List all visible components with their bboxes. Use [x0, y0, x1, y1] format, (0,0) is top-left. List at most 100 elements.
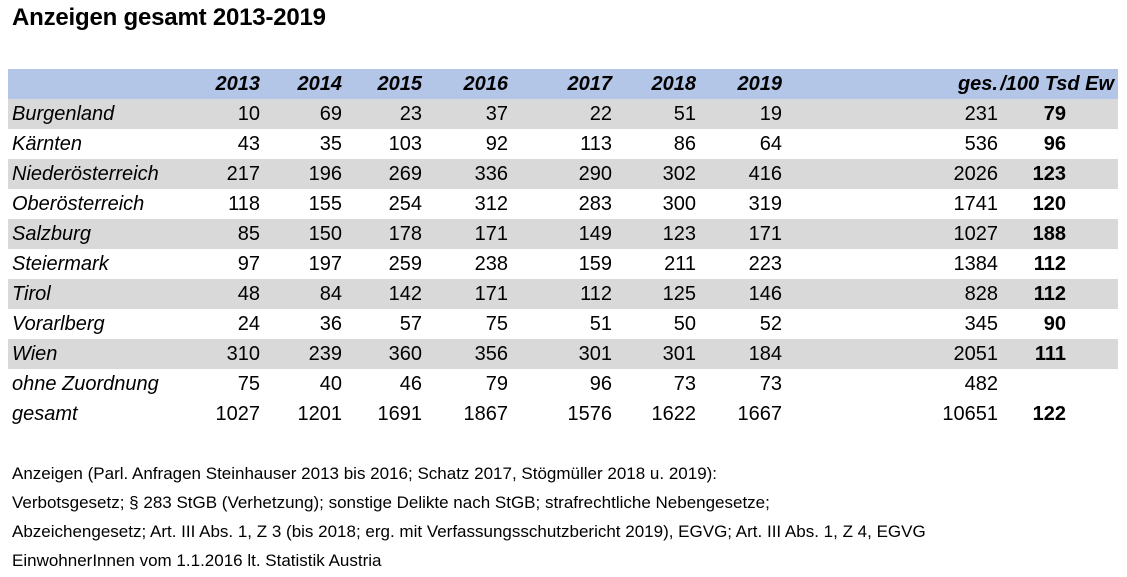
table-row: Kärnten 43 35 103 92 113 86 64 536 96 — [8, 129, 1118, 159]
column-header: 2017 — [508, 69, 612, 99]
year-value-cell: 159 — [578, 253, 612, 275]
region-cell: Salzburg — [8, 219, 180, 249]
total-cell: 1027 — [918, 219, 998, 249]
spacer-cell — [782, 339, 918, 369]
total-cell: 1741 — [953, 193, 999, 215]
table-row: Burgenland 10 69 23 37 22 51 19 231 79 — [8, 99, 1118, 129]
year-value-cell: 290 — [508, 159, 612, 189]
year-value-cell: 97 — [237, 253, 260, 275]
year-value-cell: 43 — [237, 133, 260, 155]
year-value-cell: 86 — [673, 133, 696, 155]
spacer-cell — [782, 399, 918, 429]
year-value-cell: 40 — [319, 373, 342, 395]
year-value-cell: 69 — [260, 99, 342, 129]
rate-per-100k-cell: 120 — [1032, 193, 1066, 215]
year-value-cell: 57 — [399, 313, 422, 335]
year-value-cell: 75 — [485, 313, 508, 335]
year-value-cell: 51 — [589, 313, 612, 335]
year-value-cell: 223 — [748, 253, 782, 275]
rate-per-100k-cell: 90 — [1043, 313, 1066, 335]
spacer-cell — [782, 219, 918, 249]
spacer-cell — [782, 159, 918, 189]
column-header: ges. — [918, 69, 998, 99]
footnotes: Anzeigen (Parl. Anfragen Steinhauser 201… — [12, 459, 926, 575]
year-value-cell: 19 — [696, 99, 782, 129]
year-value-cell: 50 — [673, 313, 696, 335]
total-cell: 231 — [918, 99, 998, 129]
column-header — [8, 69, 180, 99]
year-value-cell: 150 — [260, 219, 342, 249]
region-cell: Niederösterreich — [8, 159, 180, 189]
year-value-cell: 1576 — [567, 403, 613, 425]
year-value-cell: 1622 — [651, 403, 697, 425]
year-value-cell: 23 — [342, 99, 422, 129]
column-header — [782, 69, 918, 99]
region-cell: Wien — [8, 339, 180, 369]
year-value-cell: 73 — [673, 373, 696, 395]
year-value-cell: 197 — [308, 253, 342, 275]
footnote-line: EinwohnerInnen vom 1.1.2016 lt. Statisti… — [12, 551, 382, 570]
year-value-cell: 125 — [612, 279, 696, 309]
year-value-cell: 149 — [508, 219, 612, 249]
year-value-cell: 1867 — [463, 403, 509, 425]
year-value-cell: 123 — [612, 219, 696, 249]
table-row: Tirol 48 84 142 171 112 125 146 828 112 — [8, 279, 1118, 309]
year-value-cell: 336 — [422, 159, 508, 189]
year-value-cell: 360 — [342, 339, 422, 369]
column-header: 2013 — [180, 69, 260, 99]
column-header: /100 Tsd Ew — [998, 69, 1118, 99]
year-value-cell: 319 — [748, 193, 782, 215]
year-value-cell: 356 — [422, 339, 508, 369]
spacer-cell — [782, 189, 918, 219]
rate-per-100k-cell: 123 — [998, 159, 1118, 189]
year-value-cell: 146 — [696, 279, 782, 309]
year-value-cell: 48 — [180, 279, 260, 309]
region-cell: gesamt — [12, 403, 78, 425]
year-value-cell: 1691 — [377, 403, 423, 425]
year-value-cell: 85 — [180, 219, 260, 249]
year-value-cell: 310 — [180, 339, 260, 369]
year-value-cell: 196 — [260, 159, 342, 189]
page-title: Anzeigen gesamt 2013-2019 — [12, 4, 326, 31]
year-value-cell: 302 — [612, 159, 696, 189]
year-value-cell: 96 — [589, 373, 612, 395]
year-value-cell: 301 — [508, 339, 612, 369]
region-cell: Kärnten — [12, 133, 83, 155]
table-row: Wien 310 239 360 356 301 301 184 2051 111 — [8, 339, 1118, 369]
spacer-cell — [782, 129, 918, 159]
year-value-cell: 184 — [696, 339, 782, 369]
year-value-cell: 239 — [260, 339, 342, 369]
total-cell: 2051 — [918, 339, 998, 369]
year-value-cell: 155 — [308, 193, 342, 215]
year-value-cell: 416 — [696, 159, 782, 189]
region-cell: Vorarlberg — [12, 313, 105, 335]
year-value-cell: 312 — [474, 193, 508, 215]
total-cell: 2026 — [918, 159, 998, 189]
column-header: 2014 — [260, 69, 342, 99]
year-value-cell: 103 — [388, 133, 422, 155]
year-value-cell: 51 — [612, 99, 696, 129]
year-value-cell: 300 — [662, 193, 696, 215]
region-cell: Steiermark — [12, 253, 109, 275]
column-header: 2015 — [342, 69, 422, 99]
column-header: 2016 — [422, 69, 508, 99]
year-value-cell: 178 — [342, 219, 422, 249]
table-row: Oberösterreich 118 155 254 312 283 300 319 1741 1… — [8, 189, 1118, 219]
footnote-line: Anzeigen (Parl. Anfragen Steinhauser 201… — [12, 464, 718, 483]
year-value-cell: 211 — [664, 253, 696, 275]
region-cell: ohne Zuordnung — [12, 373, 159, 395]
year-value-cell: 171 — [422, 279, 508, 309]
rate-per-100k-cell: 79 — [998, 99, 1118, 129]
year-value-cell: 1667 — [737, 403, 783, 425]
year-value-cell: 254 — [388, 193, 422, 215]
year-value-cell: 22 — [508, 99, 612, 129]
year-value-cell: 79 — [485, 373, 508, 395]
data-table: 2013 2014 2015 2016 2017 2018 2019 ges. … — [8, 69, 1118, 429]
year-value-cell: 238 — [474, 253, 508, 275]
table-row: Niederösterreich 217 196 269 336 290 302 416 202… — [8, 159, 1118, 189]
year-value-cell: 52 — [759, 313, 782, 335]
year-value-cell: 84 — [260, 279, 342, 309]
year-value-cell: 75 — [237, 373, 260, 395]
table-row: ohne Zuordnung 75 40 46 79 96 73 73 482 — [8, 369, 1118, 399]
year-value-cell: 73 — [759, 373, 782, 395]
